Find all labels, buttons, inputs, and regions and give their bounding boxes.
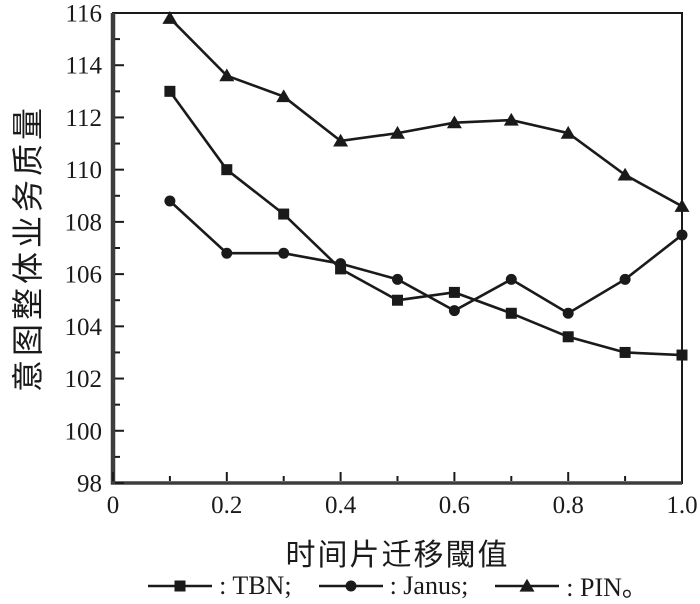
legend-swatch-tbn-icon xyxy=(148,580,213,591)
legend-swatch-pin-icon xyxy=(495,578,560,592)
legend: : TBN; : Janus; : PIN。 xyxy=(95,567,700,604)
y-tick-label-102: 102 xyxy=(65,366,103,393)
series-Janus-marker xyxy=(164,195,176,207)
series-TBN-line xyxy=(168,90,683,357)
legend-marker-Janus-icon xyxy=(345,580,357,591)
series-TBN-marker xyxy=(505,307,517,319)
legend-item-pin: : PIN。 xyxy=(494,567,648,604)
series-PIN-marker xyxy=(219,68,235,82)
series-Janus-marker xyxy=(448,305,460,317)
series-PIN-marker xyxy=(560,125,576,139)
series-TBN-marker xyxy=(562,331,574,343)
series-Janus-marker xyxy=(676,229,688,241)
legend-label-pin: : PIN。 xyxy=(566,573,648,602)
x-tick-label-0.8: 0.8 xyxy=(553,492,584,519)
y-tick-label-116: 116 xyxy=(65,1,102,28)
series-Janus-marker xyxy=(221,247,233,259)
series-TBN-marker xyxy=(392,294,403,306)
series-PIN-marker xyxy=(276,89,292,103)
legend-marker-PIN-icon xyxy=(519,578,535,592)
y-tick-label-106: 106 xyxy=(65,262,103,289)
series-TBN-marker xyxy=(619,346,631,358)
x-tick-label-0.6: 0.6 xyxy=(439,492,470,519)
y-tick-label-114: 114 xyxy=(65,53,102,80)
x-tick-label-1.0: 1.0 xyxy=(666,492,697,519)
series-PIN-marker xyxy=(162,11,178,24)
series-TBN-marker xyxy=(278,208,290,220)
y-tick-label-108: 108 xyxy=(65,209,103,236)
series-PIN-marker xyxy=(446,115,462,129)
series-Janus-marker xyxy=(505,273,517,285)
series-PIN-marker xyxy=(617,167,633,181)
legend-label-tbn: : TBN; xyxy=(219,570,292,600)
series-Janus-marker xyxy=(392,273,403,285)
series-PIN-marker xyxy=(333,133,349,147)
y-tick-label-104: 104 xyxy=(65,314,103,341)
series-Janus-marker xyxy=(619,273,631,285)
series-TBN-marker xyxy=(221,164,233,176)
series-PIN-marker xyxy=(503,112,519,126)
series-Janus-marker xyxy=(335,258,347,270)
series-TBN-marker xyxy=(448,286,460,298)
legend-marker-TBN-icon xyxy=(174,580,186,591)
x-tick-label-0.2: 0.2 xyxy=(211,492,242,519)
x-axis-title: 时间片迁移閾值 xyxy=(285,539,510,572)
plot-frame xyxy=(112,12,683,484)
series-TBN-marker xyxy=(164,85,176,97)
y-axis-title: 意图整体业务质量 xyxy=(10,103,46,393)
x-tick-label-0: 0 xyxy=(107,492,120,519)
series-PIN-marker xyxy=(390,125,405,139)
x-tick-label-0.4: 0.4 xyxy=(325,492,357,519)
series-TBN-marker xyxy=(676,349,688,361)
series-PIN-marker xyxy=(674,199,690,212)
series-PIN-line xyxy=(168,17,683,208)
series-Janus-marker xyxy=(278,247,290,259)
legend-swatch-janus-icon xyxy=(318,580,383,591)
legend-item-tbn: : TBN; xyxy=(147,570,292,601)
y-tick-label-100: 100 xyxy=(65,418,103,445)
y-tick-label-112: 112 xyxy=(65,105,102,132)
series-Janus-marker xyxy=(562,307,574,319)
y-tick-label-110: 110 xyxy=(65,157,102,184)
series-Janus-line xyxy=(169,200,683,315)
legend-label-janus: : Janus; xyxy=(389,570,469,600)
y-tick-label-98: 98 xyxy=(77,471,102,498)
legend-item-janus: : Janus; xyxy=(318,570,469,601)
